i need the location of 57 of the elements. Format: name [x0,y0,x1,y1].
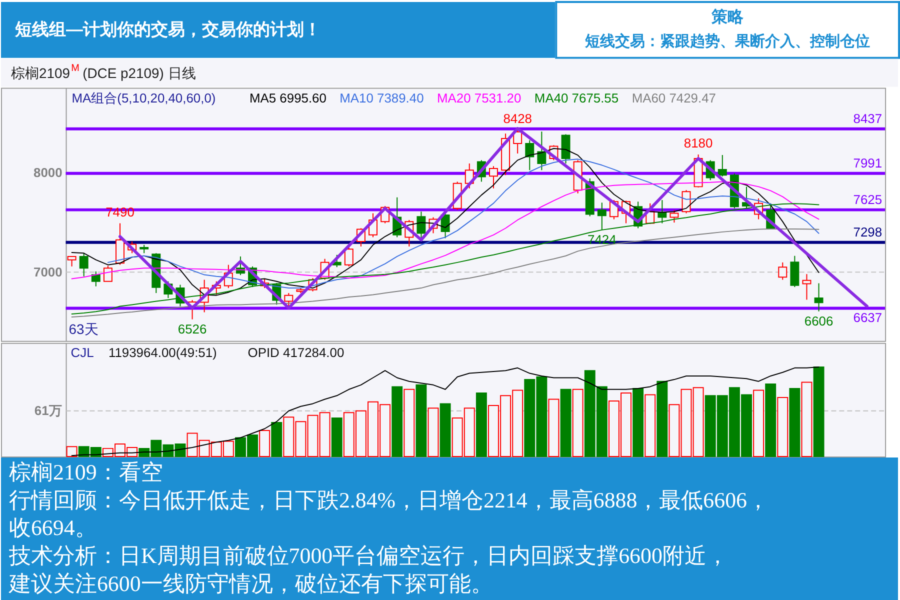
candlestick [67,256,76,267]
bar [476,392,487,457]
bar [632,388,644,457]
ref-line-label: 6637 [853,310,882,326]
candlestick [489,166,498,189]
bar [271,422,282,457]
text: 策略 [710,8,745,26]
text: 技术分析：日K周期目前破位7000平台偏空运行，日内回踩支撑6600附近， [8,543,728,568]
bar [765,384,776,457]
text: MA20 7531.20 [437,90,522,106]
text: MA5 6995.60 [249,90,326,106]
candlestick [670,210,679,224]
bar [560,388,572,457]
y-tick-label: 8000 [34,164,62,180]
text: 建议关注6600一线防守情况，破位还有下探可能。 [8,571,493,596]
text: 棕榈2109：看空 [8,459,163,484]
chart-title: CJL [70,344,94,360]
candlestick [344,246,354,267]
ref-line-label: 8437 [853,110,882,126]
bar [392,386,403,457]
bar [789,388,800,457]
text: MA40 7675.55 [534,90,619,106]
legend-title: MA组合(5,10,20,40,60,0) [72,90,216,106]
bar [416,384,427,457]
ref-line-label: 7625 [853,192,882,207]
candlestick [79,252,88,277]
bar [656,380,668,457]
annotation: 8180 [684,136,713,151]
candlestick [525,140,534,171]
candlestick [416,211,426,238]
candlestick [561,134,570,164]
annotation: 63天 [68,320,98,337]
text: MA60 7429.47 [632,90,716,106]
text: 短线组—计划你的交易，交易你的计划！ [14,20,321,39]
candlestick [718,154,727,177]
bar [440,403,451,457]
text: OPID 417284.00 [248,344,344,360]
y-tick-label: 7000 [34,264,62,280]
bar [813,366,824,457]
annotation: 6526 [178,321,207,336]
candlestick [537,131,546,171]
candlestick [814,282,824,312]
text: MA10 7389.40 [340,90,424,106]
ref-line-label: 7298 [853,224,882,240]
ref-line-label: 7991 [853,155,882,170]
text: 1193964.00(49:51) [108,344,217,360]
candlestick [790,255,800,288]
candlestick [91,270,100,287]
annotation: 8428 [503,110,532,126]
text: 短线交易：紧跟趋势、果断介入、控制仓位 [584,32,870,50]
candlestick [778,262,788,280]
bar [331,418,342,457]
text: 行情回顾：今日低开低走，日下跌2.84%，日增仓2214，最高6888，最低6606，收6694。 [8,487,769,540]
ref-line-label: 61万 [34,402,62,418]
candlestick [802,274,812,300]
candlestick [103,265,112,282]
annotation: 6606 [804,313,834,328]
